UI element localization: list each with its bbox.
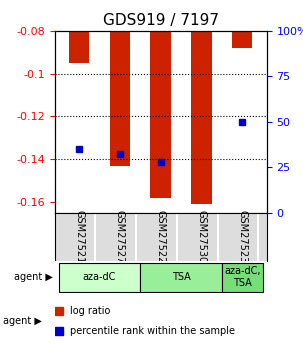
Title: GDS919 / 7197: GDS919 / 7197 [103, 13, 218, 29]
Text: agent ▶: agent ▶ [14, 272, 52, 282]
Text: TSA: TSA [171, 272, 190, 282]
Text: log ratio: log ratio [70, 306, 111, 315]
Bar [110, 31, 130, 166]
Text: percentile rank within the sample: percentile rank within the sample [70, 326, 235, 336]
Text: GSM27523: GSM27523 [237, 210, 247, 263]
Bar [232, 31, 252, 48]
Bar [150, 31, 171, 198]
FancyBboxPatch shape [222, 263, 263, 292]
Text: GSM27521: GSM27521 [74, 210, 84, 263]
Bar [69, 31, 89, 63]
Bar [191, 31, 211, 204]
Text: GSM27522: GSM27522 [155, 210, 166, 264]
Text: aza-dC: aza-dC [83, 272, 116, 282]
FancyBboxPatch shape [140, 263, 222, 292]
Text: GSM27530: GSM27530 [196, 210, 206, 263]
Text: aza-dC,
TSA: aza-dC, TSA [224, 266, 260, 288]
Text: GSM27527: GSM27527 [115, 210, 125, 264]
Text: agent ▶: agent ▶ [3, 316, 42, 326]
FancyBboxPatch shape [58, 263, 140, 292]
